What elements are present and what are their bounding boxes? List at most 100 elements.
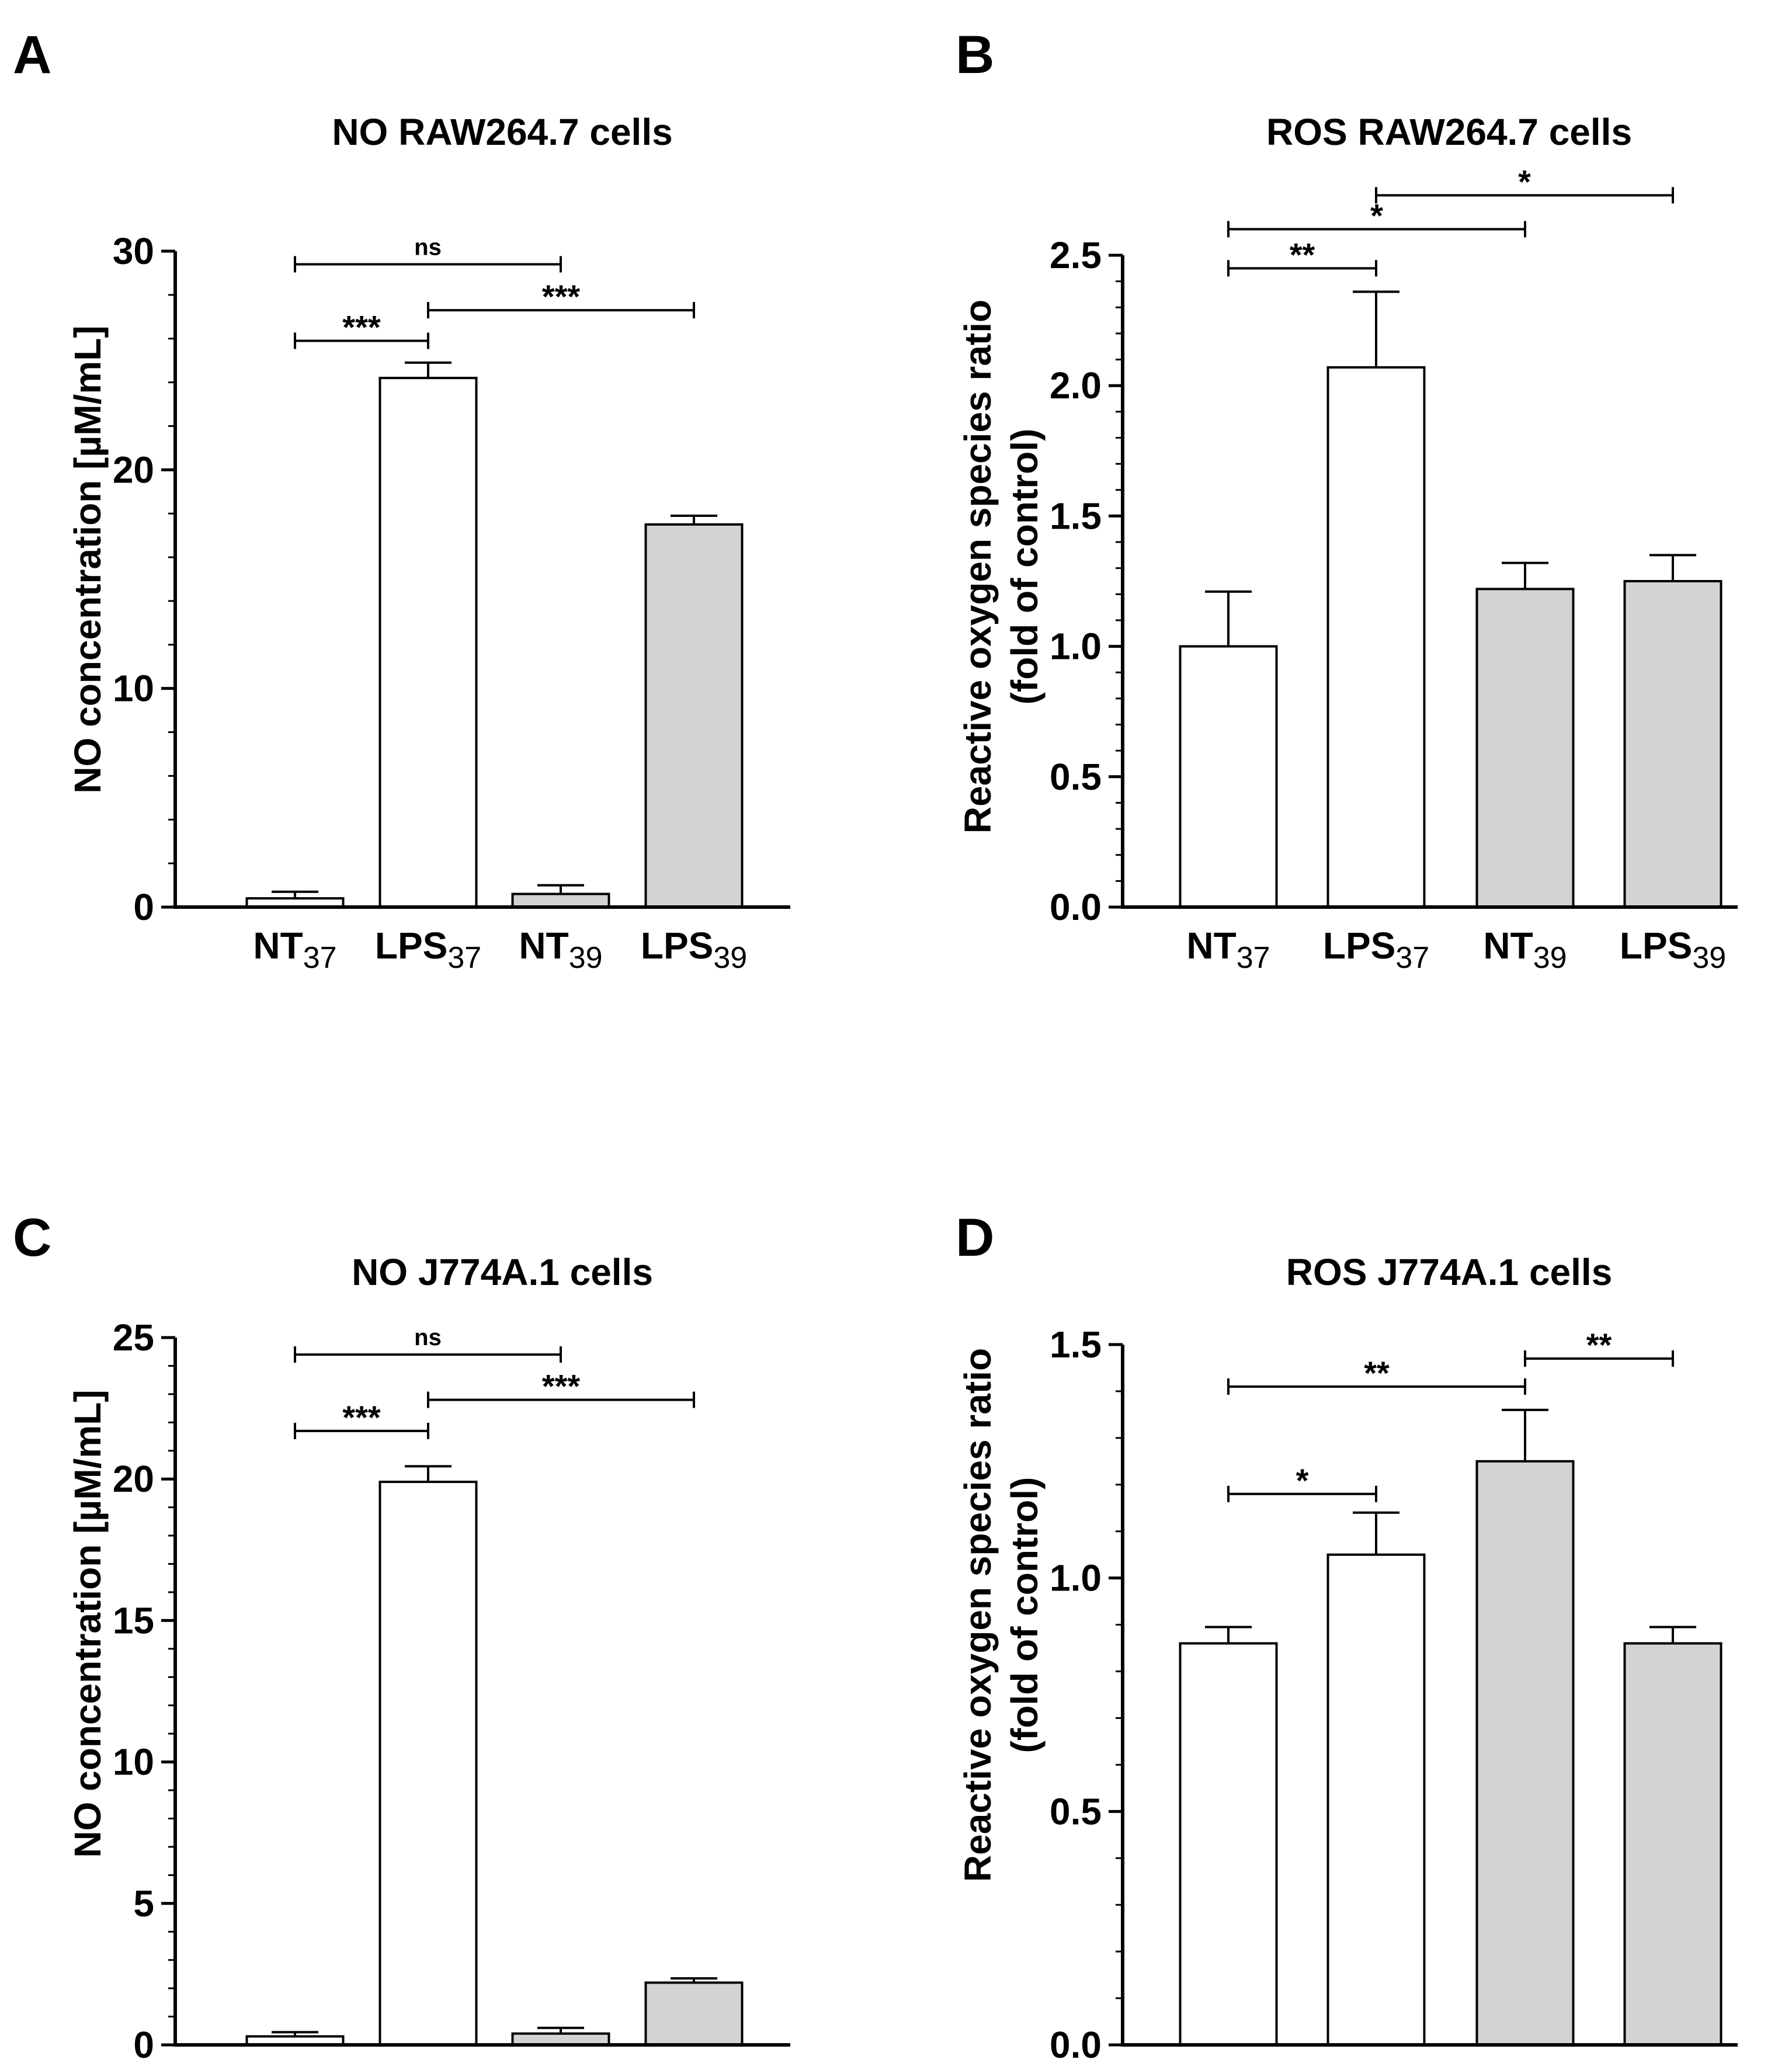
y-axis-label-2: (fold of control) (1003, 1477, 1046, 1753)
significance-bracket: ** (1524, 1326, 1674, 1367)
error-bar (272, 2031, 318, 2037)
significance-label: *** (542, 1368, 581, 1405)
bar-lps37 (1326, 366, 1426, 908)
significance-bracket: ns (294, 234, 562, 273)
bar-lps39 (1623, 1642, 1722, 2046)
x-tick-label: NT39 (519, 2062, 602, 2070)
error-bar (405, 361, 452, 378)
panel-letter: A (13, 25, 51, 85)
significance-label: *** (542, 278, 581, 315)
y-tick-label: 30 (113, 230, 154, 272)
y-tick-label: 1.0 (1050, 1557, 1102, 1599)
significance-label: * (1370, 197, 1383, 234)
x-tick-label: LPS39 (1620, 2062, 1726, 2070)
error-bar (1502, 1408, 1548, 1461)
y-tick-label: 1.5 (1050, 1324, 1102, 1366)
significance-bracket: *** (427, 278, 695, 319)
significance-label: * (1296, 1462, 1309, 1499)
bar-lps37 (378, 1481, 478, 2046)
bar-nt39 (1475, 588, 1575, 908)
error-bar (671, 514, 717, 525)
x-tick-label: NT37 (1186, 925, 1270, 975)
panel-letter: B (956, 25, 994, 85)
bar-lps37 (1326, 1553, 1426, 2046)
y-axis-label: NO concentration [µM/mL] (67, 1390, 109, 1857)
significance-label: ns (414, 234, 442, 260)
significance-bracket: * (1375, 163, 1674, 204)
bar-lps39 (644, 1981, 744, 2046)
y-tick-label: 10 (113, 668, 154, 710)
y-axis-label: Reactive oxygen species ratio (957, 300, 999, 833)
significance-label: * (1518, 163, 1531, 200)
chart-title: NO RAW264.7 cells (332, 111, 672, 153)
y-tick-label: 1.0 (1050, 626, 1102, 668)
error-bar (1353, 290, 1399, 367)
y-tick-label: 2.5 (1050, 234, 1102, 276)
error-bar (671, 1977, 717, 1983)
y-tick-label: 1.5 (1050, 495, 1102, 537)
error-bar (537, 2026, 584, 2034)
error-bar (537, 884, 584, 894)
y-tick-label: 25 (113, 1317, 154, 1359)
error-bar (1353, 1511, 1399, 1555)
significance-bracket: ** (1227, 236, 1377, 277)
significance-bracket: *** (427, 1368, 695, 1408)
significance-bracket: *** (294, 308, 429, 349)
error-bar (1649, 554, 1696, 581)
significance-bracket: * (1227, 1462, 1377, 1502)
panel-d: D ROS J774A.1 cells Reactive oxygen spec… (956, 1208, 1738, 2070)
significance-bracket: * (1227, 197, 1526, 238)
y-tick-label: 10 (113, 1741, 154, 1783)
panel-letter: D (956, 1208, 994, 1267)
bar-nt39 (511, 892, 610, 909)
y-axis-label: NO concentration [µM/mL] (67, 325, 109, 793)
significance-bracket: *** (294, 1399, 429, 1439)
y-tick-label: 0 (133, 886, 154, 928)
y-tick-label: 20 (113, 1458, 154, 1500)
bar-nt37 (1179, 1642, 1278, 2046)
y-tick-label: 0.0 (1050, 2024, 1102, 2066)
panel-a: A NO RAW264.7 cells NO concentration [µM… (13, 25, 790, 975)
y-tick-label: 0.5 (1050, 756, 1102, 798)
panel-c: C NO J774A.1 cells NO concentration [µM/… (13, 1208, 790, 2070)
bar-nt39 (1475, 1460, 1575, 2046)
y-axis-label: Reactive oxygen species ratio (957, 1348, 999, 1882)
y-tick-label: 0 (133, 2024, 154, 2066)
significance-label: ** (1290, 236, 1315, 273)
panel-letter: C (13, 1208, 51, 1267)
significance-bracket: ** (1227, 1354, 1526, 1395)
x-tick-label: LPS39 (641, 925, 747, 975)
panel-b: B ROS RAW264.7 cells Reactive oxygen spe… (956, 25, 1738, 975)
chart-title: ROS J774A.1 cells (1286, 1251, 1613, 1293)
bar-nt37 (1179, 645, 1278, 908)
significance-label: ** (1364, 1354, 1390, 1391)
y-tick-label: 2.0 (1050, 364, 1102, 407)
significance-label: *** (342, 1399, 381, 1436)
x-tick-label: NT37 (253, 925, 336, 975)
chart-title: NO J774A.1 cells (352, 1251, 653, 1293)
error-bar (1205, 1626, 1252, 1644)
chart-title: ROS RAW264.7 cells (1266, 111, 1632, 153)
x-tick-label: NT37 (253, 2062, 336, 2070)
y-tick-label: 20 (113, 449, 154, 491)
error-bar (1502, 561, 1548, 589)
x-tick-label: LPS37 (1323, 2062, 1429, 2070)
error-bar (405, 1465, 452, 1482)
plot-area: 0 5 10 15 20 25 NT37 LPS37 NT39 LPS39 ns *** *** (113, 1317, 790, 2070)
x-tick-label: LPS37 (1323, 925, 1429, 975)
significance-bracket: ns (294, 1325, 562, 1363)
x-tick-label: NT37 (1186, 2062, 1270, 2070)
bar-lps37 (378, 377, 478, 908)
x-tick-label: NT39 (1483, 2062, 1567, 2070)
error-bar (272, 890, 318, 899)
significance-label: *** (342, 308, 381, 345)
bar-lps39 (1623, 580, 1722, 908)
y-tick-label: 0.5 (1050, 1790, 1102, 1832)
y-tick-label: 15 (113, 1599, 154, 1641)
y-tick-label: 5 (133, 1883, 154, 1925)
significance-label: ns (414, 1325, 442, 1350)
x-tick-label: NT39 (519, 925, 602, 975)
